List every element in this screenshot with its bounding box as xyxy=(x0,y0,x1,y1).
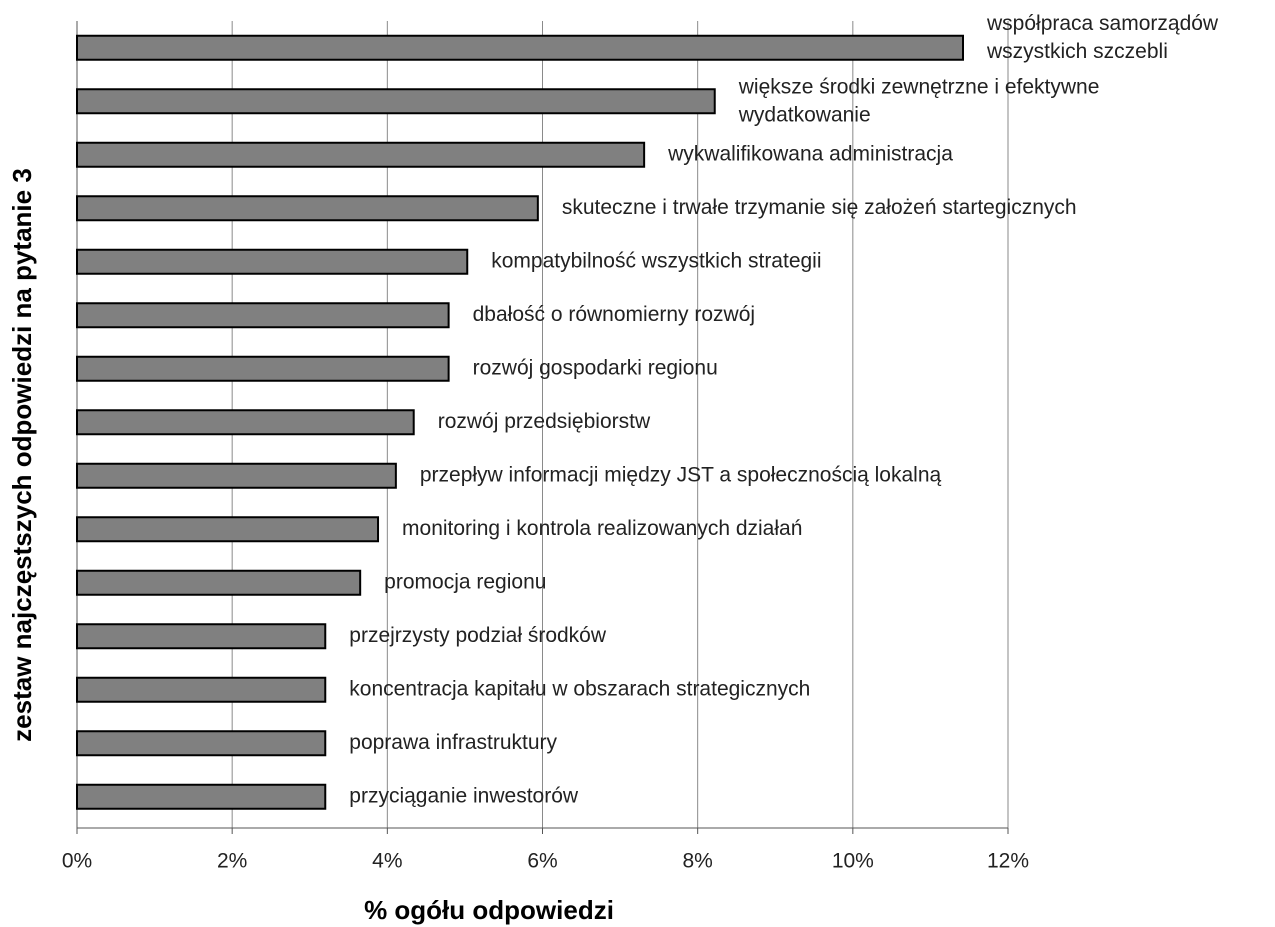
category-label-line: wydatkowanie xyxy=(738,103,871,126)
bar xyxy=(76,355,450,382)
category-label: kompatybilność wszystkich strategii xyxy=(491,249,821,272)
x-tick-label: 2% xyxy=(217,850,247,873)
bar xyxy=(76,516,380,543)
bar xyxy=(76,88,716,115)
bar xyxy=(76,676,327,703)
category-label: poprawa infrastruktury xyxy=(349,731,557,754)
x-tick-label: 0% xyxy=(62,850,92,873)
bar xyxy=(76,195,539,222)
category-label: rozwój gospodarki regionu xyxy=(473,356,718,379)
category-label: monitoring i kontrola realizowanych dzia… xyxy=(402,517,802,540)
bar xyxy=(76,462,397,489)
bar xyxy=(76,569,362,596)
category-label: współpraca samorządów wszystkich szczebli xyxy=(986,11,1219,62)
x-tick-label: 6% xyxy=(527,850,557,873)
category-label: promocja regionu xyxy=(384,570,546,593)
category-label: dbałość o równomierny rozwój xyxy=(473,303,755,326)
x-tick-label: 8% xyxy=(682,850,712,873)
x-axis-title: % ogółu odpowiedzi xyxy=(364,895,614,925)
category-label: przepływ informacji między JST a społecz… xyxy=(420,463,942,486)
category-label: rozwój przedsiębiorstw xyxy=(438,410,651,433)
category-label: większe środki zewnętrzne i efektywne wyd… xyxy=(738,75,1100,126)
category-label: przyciąganie inwestorów xyxy=(349,784,579,807)
bar xyxy=(76,783,327,810)
bar xyxy=(76,141,646,168)
y-axis-title: zestaw najczęstszych odpowiedzi na pytan… xyxy=(7,168,37,742)
x-tick-label: 4% xyxy=(372,850,402,873)
category-label: koncentracja kapitału w obszarach strate… xyxy=(349,677,810,700)
x-tick-label: 10% xyxy=(832,850,874,873)
bar xyxy=(76,409,415,436)
x-tick-label: 12% xyxy=(987,850,1029,873)
category-label: skuteczne i trwałe trzymanie się założeń… xyxy=(562,196,1077,219)
category-label-line: współpraca samorządów xyxy=(986,11,1219,34)
category-label: wykwalifikowana administracja xyxy=(667,142,953,165)
bar xyxy=(76,248,469,275)
bar xyxy=(76,34,965,61)
category-label: przejrzysty podział środków xyxy=(349,624,607,647)
bar xyxy=(76,730,327,757)
category-label-line: wszystkich szczebli xyxy=(986,39,1168,62)
bar xyxy=(76,623,327,650)
bar xyxy=(76,302,450,329)
category-label-line: większe środki zewnętrzne i efektywne xyxy=(738,75,1100,98)
